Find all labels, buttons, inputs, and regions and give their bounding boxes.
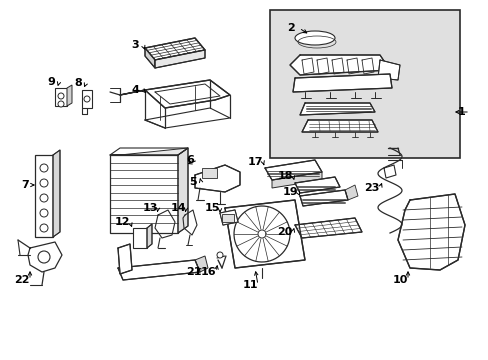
Text: 3: 3 [131, 40, 139, 50]
Text: 21: 21 [186, 267, 202, 277]
Text: 15: 15 [204, 203, 219, 213]
Polygon shape [224, 200, 305, 268]
Polygon shape [377, 60, 399, 80]
Polygon shape [220, 210, 238, 225]
Polygon shape [397, 194, 464, 270]
Circle shape [40, 194, 48, 202]
Polygon shape [294, 218, 361, 238]
Polygon shape [147, 224, 152, 248]
Polygon shape [67, 85, 72, 106]
Polygon shape [145, 38, 204, 60]
Text: 19: 19 [282, 187, 297, 197]
Polygon shape [195, 165, 240, 192]
Text: 1: 1 [457, 107, 465, 117]
Polygon shape [118, 244, 132, 274]
Text: 6: 6 [185, 155, 194, 165]
Text: 18: 18 [277, 171, 292, 181]
Text: 5: 5 [189, 177, 196, 187]
Bar [133, 228, 147, 248]
Polygon shape [53, 150, 60, 237]
Polygon shape [118, 260, 200, 280]
Circle shape [84, 96, 90, 102]
Bar [82, 90, 92, 108]
Circle shape [217, 252, 223, 258]
Polygon shape [110, 148, 187, 155]
Bar [269, 10, 459, 158]
Polygon shape [345, 185, 357, 200]
Circle shape [58, 101, 64, 107]
Polygon shape [294, 177, 339, 193]
Bar [202, 168, 217, 178]
Bar [35, 155, 53, 237]
Text: 20: 20 [277, 227, 292, 237]
Text: 23: 23 [364, 183, 379, 193]
Circle shape [40, 164, 48, 172]
Text: 13: 13 [142, 203, 157, 213]
Text: 4: 4 [131, 85, 139, 95]
Polygon shape [299, 103, 374, 115]
Polygon shape [302, 120, 377, 132]
Text: 16: 16 [200, 267, 215, 277]
Circle shape [40, 179, 48, 187]
Polygon shape [264, 160, 321, 180]
Text: 14: 14 [170, 203, 185, 213]
Text: 10: 10 [391, 275, 407, 285]
Polygon shape [292, 74, 391, 92]
Text: 11: 11 [242, 280, 257, 290]
Text: 8: 8 [74, 78, 81, 88]
Polygon shape [195, 256, 207, 272]
Ellipse shape [294, 31, 334, 45]
Text: 22: 22 [14, 275, 30, 285]
Text: 17: 17 [247, 157, 262, 167]
Circle shape [40, 209, 48, 217]
Text: 2: 2 [286, 23, 294, 33]
Polygon shape [155, 50, 204, 68]
Bar [222, 214, 234, 222]
Text: 12: 12 [114, 217, 129, 227]
Bar [55, 88, 67, 106]
Polygon shape [178, 148, 187, 233]
Polygon shape [299, 190, 347, 206]
Polygon shape [145, 48, 155, 68]
Text: 7: 7 [21, 180, 29, 190]
Polygon shape [271, 172, 321, 188]
Circle shape [58, 93, 64, 99]
Circle shape [40, 224, 48, 232]
Polygon shape [289, 55, 389, 75]
Circle shape [38, 251, 50, 263]
Text: 9: 9 [47, 77, 55, 87]
Polygon shape [145, 80, 229, 108]
Bar [110, 155, 178, 233]
